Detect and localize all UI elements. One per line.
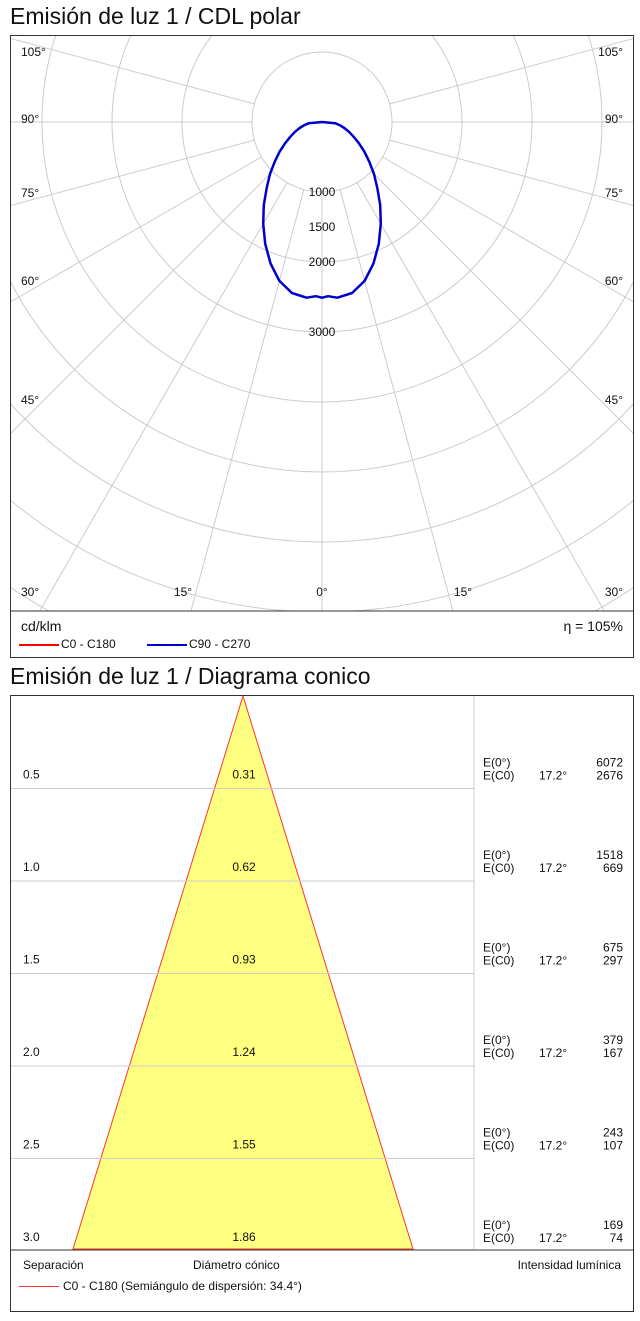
diameter-value: 1.86 bbox=[232, 1230, 256, 1244]
separation-value: 3.0 bbox=[23, 1230, 40, 1244]
angle-label-left: 75° bbox=[21, 186, 39, 200]
angle-label-right: 90° bbox=[605, 112, 623, 126]
polar-grid-ray bbox=[39, 182, 288, 611]
separation-value: 2.0 bbox=[23, 1045, 40, 1059]
cone-legend-label: C0 - C180 (Semiángulo de dispersión: 34.… bbox=[63, 1279, 302, 1293]
legend-c90-line bbox=[147, 644, 187, 646]
e-side-label: E(C0) bbox=[483, 1231, 514, 1245]
radial-label: 2000 bbox=[309, 255, 336, 269]
e-side-value: 2676 bbox=[596, 769, 623, 783]
e-center-value: 675 bbox=[603, 941, 623, 955]
polar-unit-label: cd/klm bbox=[21, 618, 62, 634]
polar-grid-ray bbox=[371, 171, 633, 434]
e-side-value: 167 bbox=[603, 1046, 623, 1060]
angle-label-bottom: 15° bbox=[454, 585, 472, 599]
polar-grid-ray bbox=[11, 38, 255, 105]
e-side-angle: 17.2° bbox=[539, 1231, 567, 1245]
polar-grid-ray bbox=[11, 171, 273, 434]
radial-label: 3000 bbox=[309, 325, 336, 339]
polar-grid bbox=[11, 36, 633, 611]
e-center-value: 243 bbox=[603, 1126, 623, 1140]
e-side-angle: 17.2° bbox=[539, 769, 567, 783]
angle-label-right: 30° bbox=[605, 585, 623, 599]
series-line-c90-c270 bbox=[261, 120, 383, 299]
separation-value: 0.5 bbox=[23, 768, 40, 782]
cone-legend-line bbox=[19, 1286, 59, 1287]
e-center-value: 379 bbox=[603, 1033, 623, 1047]
e-center-value: 169 bbox=[603, 1218, 623, 1232]
e-center-label: E(0°) bbox=[483, 756, 510, 770]
diameter-value: 1.24 bbox=[232, 1045, 256, 1059]
polar-grid-ray bbox=[339, 189, 454, 611]
separation-value: 1.0 bbox=[23, 860, 40, 874]
e-side-angle: 17.2° bbox=[539, 1139, 567, 1153]
polar-grid-ray bbox=[11, 156, 262, 303]
angle-label-left: 90° bbox=[21, 112, 39, 126]
e-side-angle: 17.2° bbox=[539, 1046, 567, 1060]
polar-chart-title: Emisión de luz 1 / CDL polar bbox=[10, 3, 301, 29]
diameter-label: Diámetro cónico bbox=[193, 1258, 280, 1272]
polar-grid-ray bbox=[389, 38, 633, 105]
angle-label-right: 60° bbox=[605, 274, 623, 288]
e-side-angle: 17.2° bbox=[539, 954, 567, 968]
e-center-label: E(0°) bbox=[483, 1126, 510, 1140]
diameter-value: 0.31 bbox=[232, 768, 256, 782]
efficiency-label: η = 105% bbox=[563, 618, 623, 634]
e-side-label: E(C0) bbox=[483, 1139, 514, 1153]
angle-label-right: 75° bbox=[605, 186, 623, 200]
angle-label-bottom: 0° bbox=[316, 585, 328, 599]
legend-c0-line bbox=[19, 644, 59, 646]
legend-c0-label: C0 - C180 bbox=[61, 637, 116, 651]
e-side-value: 669 bbox=[603, 861, 623, 875]
cone-shape bbox=[72, 696, 414, 1250]
diameter-value: 0.93 bbox=[232, 953, 256, 967]
e-center-value: 6072 bbox=[596, 756, 623, 770]
angle-label-right: 105° bbox=[598, 45, 623, 59]
diameter-value: 0.62 bbox=[232, 860, 256, 874]
polar-chart: 105° 90° 75° 60° 45° 30° 105° 90° 75° 60° 45° 30° 15… bbox=[11, 36, 633, 612]
e-center-label: E(0°) bbox=[483, 848, 510, 862]
polar-grid-ray bbox=[389, 139, 633, 206]
cone-chart: 0.5 0.31 E(0°) 6072 E(C0) 17.2° 2676 1.0 0.62 E(0… bbox=[11, 696, 633, 1251]
e-center-label: E(0°) bbox=[483, 941, 510, 955]
legend-c90-label: C90 - C270 bbox=[189, 637, 251, 651]
polar-chart-frame: 105° 90° 75° 60° 45° 30° 105° 90° 75° 60° 45° 30° 15… bbox=[10, 35, 634, 658]
e-side-value: 107 bbox=[603, 1139, 623, 1153]
radial-label: 1000 bbox=[309, 185, 336, 199]
e-side-label: E(C0) bbox=[483, 769, 514, 783]
angle-label-right: 45° bbox=[605, 393, 623, 407]
polar-grid-ray bbox=[356, 182, 605, 611]
separation-value: 2.5 bbox=[23, 1138, 40, 1152]
angle-label-left: 30° bbox=[21, 585, 39, 599]
e-side-label: E(C0) bbox=[483, 1046, 514, 1060]
angle-label-left: 45° bbox=[21, 393, 39, 407]
e-center-label: E(0°) bbox=[483, 1218, 510, 1232]
radial-label: 1500 bbox=[309, 220, 336, 234]
e-side-angle: 17.2° bbox=[539, 861, 567, 875]
e-side-label: E(C0) bbox=[483, 861, 514, 875]
e-side-value: 74 bbox=[610, 1231, 624, 1245]
angle-label-bottom: 15° bbox=[174, 585, 192, 599]
polar-grid-ray bbox=[382, 156, 633, 303]
e-center-value: 1518 bbox=[596, 848, 623, 862]
intensity-label: Intensidad lumínica bbox=[517, 1258, 621, 1272]
separation-value: 1.5 bbox=[23, 953, 40, 967]
polar-grid-ray bbox=[11, 139, 255, 206]
cone-chart-frame: 0.5 0.31 E(0°) 6072 E(C0) 17.2° 2676 1.0 0.62 E(0… bbox=[10, 695, 634, 1312]
cone-chart-title: Emisión de luz 1 / Diagrama conico bbox=[10, 663, 371, 689]
e-side-label: E(C0) bbox=[483, 954, 514, 968]
diameter-value: 1.55 bbox=[232, 1138, 256, 1152]
polar-grid-ray bbox=[190, 189, 305, 611]
e-side-value: 297 bbox=[603, 954, 623, 968]
angle-label-left: 105° bbox=[21, 45, 46, 59]
separation-label: Separación bbox=[23, 1258, 84, 1272]
angle-label-left: 60° bbox=[21, 274, 39, 288]
e-center-label: E(0°) bbox=[483, 1033, 510, 1047]
